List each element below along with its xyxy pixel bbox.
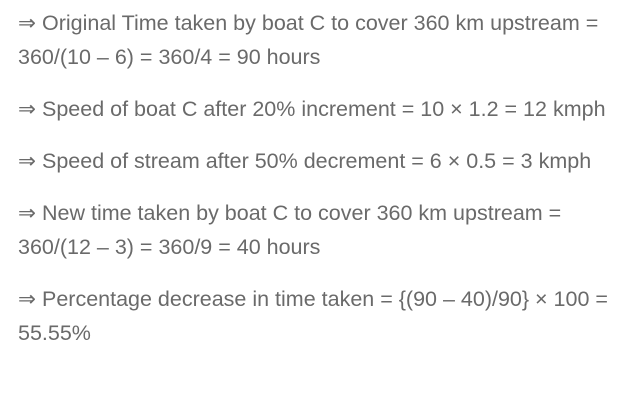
step-stream-speed-decrement: ⇒ Speed of stream after 50% decrement = … xyxy=(18,149,592,173)
step-original-time: ⇒ Original Time taken by boat C to cover… xyxy=(18,11,599,69)
step-percentage-decrease: ⇒ Percentage decrease in time taken = {(… xyxy=(18,287,608,345)
step-new-time: ⇒ New time taken by boat C to cover 360 … xyxy=(18,201,562,259)
solution-steps: ⇒ Original Time taken by boat C to cover… xyxy=(18,6,616,368)
step-boat-speed-increment: ⇒ Speed of boat C after 20% increment = … xyxy=(18,97,606,121)
